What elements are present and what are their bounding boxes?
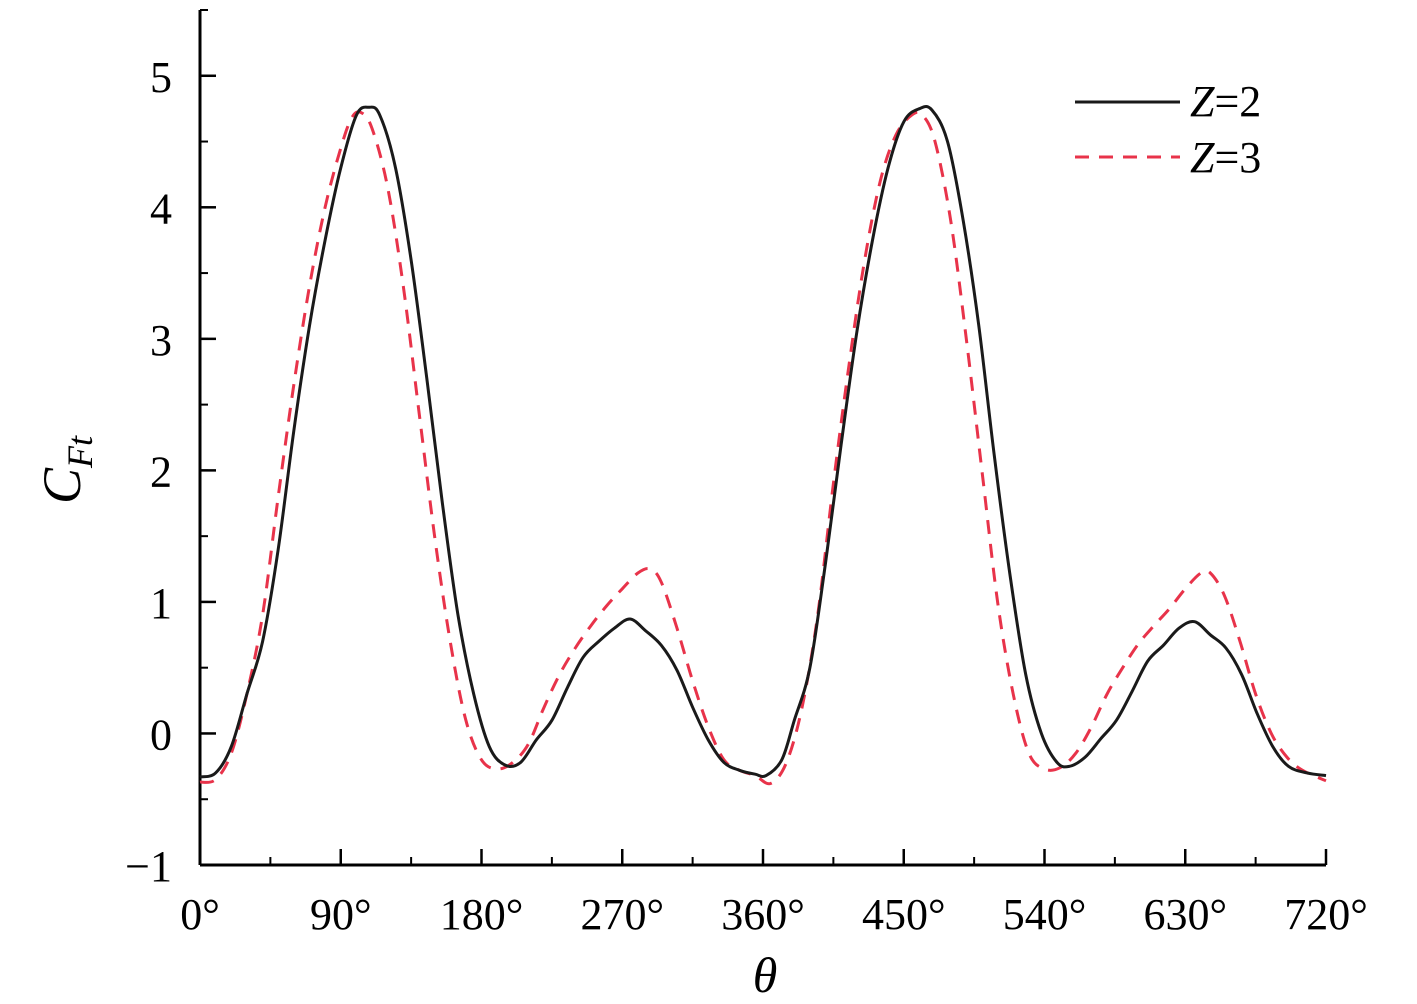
y-tick-label: −1 xyxy=(125,842,172,891)
legend-label-z3: Z=3 xyxy=(1190,133,1261,182)
x-axis: 0° 90° 180° 270° 360° 450° 540° 630° 720° xyxy=(180,849,1368,939)
series-line-z3 xyxy=(199,110,1327,786)
series-line-z2 xyxy=(199,105,1327,779)
y-tick-label: 0 xyxy=(150,710,172,759)
y-tick-label: 2 xyxy=(150,447,172,496)
x-tick-label: 720° xyxy=(1284,890,1368,939)
x-tick-label: 450° xyxy=(862,890,946,939)
x-tick-label: 360° xyxy=(721,890,805,939)
x-tick-label: 270° xyxy=(580,890,664,939)
y-axis-title: CFt xyxy=(32,435,100,504)
svg-text:CFt: CFt xyxy=(32,435,100,504)
x-tick-label: 540° xyxy=(1003,890,1087,939)
series-layer xyxy=(199,105,1327,786)
y-axis-title-main: C xyxy=(32,467,92,504)
legend-label-z2: Z=2 xyxy=(1190,77,1261,126)
y-tick-label: 3 xyxy=(150,316,172,365)
y-tick-label: 5 xyxy=(150,53,172,102)
x-tick-label: 180° xyxy=(440,890,524,939)
y-tick-label: 4 xyxy=(150,184,172,233)
y-axis: −1 0 1 2 3 4 5 xyxy=(125,9,216,891)
x-axis-title: θ xyxy=(753,947,778,1003)
x-tick-label: 90° xyxy=(310,890,372,939)
y-tick-label: 1 xyxy=(150,579,172,628)
legend: Z=2 Z=3 xyxy=(1075,77,1261,182)
y-axis-title-sub: Ft xyxy=(60,435,100,469)
x-tick-label: 0° xyxy=(180,890,220,939)
x-tick-label: 630° xyxy=(1143,890,1227,939)
